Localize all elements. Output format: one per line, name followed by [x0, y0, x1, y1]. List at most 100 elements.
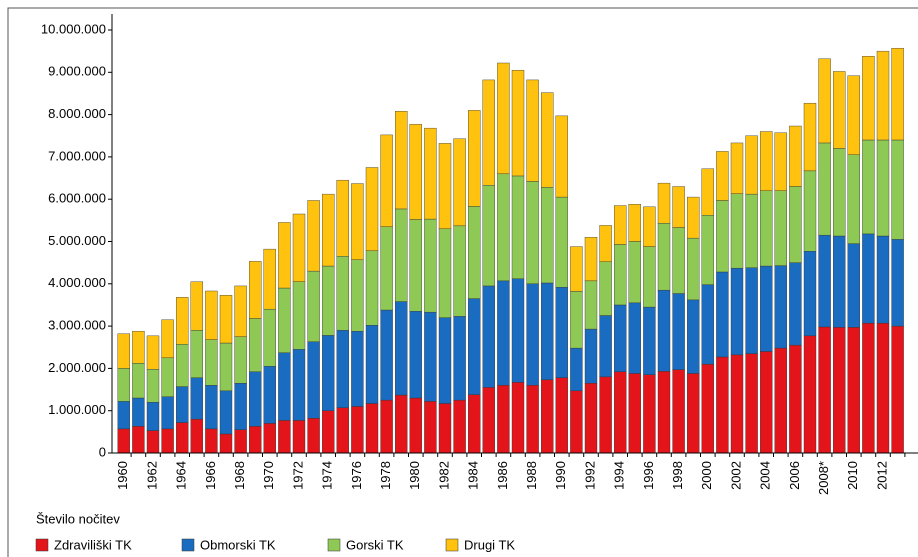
bar-segment [468, 394, 481, 454]
bar-segment [336, 179, 349, 257]
x-tick-label: 1960 [115, 461, 130, 490]
bar-segment [380, 309, 393, 401]
bar-segment [438, 143, 452, 230]
bar-segment [248, 426, 262, 454]
bar-segment [219, 342, 233, 392]
bar-segment [219, 390, 233, 435]
legend-swatch [181, 538, 195, 552]
bar-segment [526, 385, 539, 454]
bar-segment [862, 56, 875, 141]
bar-segment [292, 349, 306, 421]
x-tick-label: 1998 [670, 461, 685, 490]
bar-segment [628, 241, 641, 304]
bar-segment [234, 285, 247, 337]
bar-segment [555, 115, 568, 198]
bar-segment [248, 261, 262, 319]
bar-segment [161, 428, 174, 454]
bar-segment [584, 237, 598, 282]
bar-segment [409, 397, 422, 454]
bar-segment [409, 311, 422, 399]
x-tick-label: 1984 [466, 461, 481, 490]
bar-segment [789, 344, 802, 454]
bar-segment [643, 374, 656, 454]
bar-segment [511, 175, 525, 279]
bar-segment [643, 246, 656, 308]
bar-segment [774, 190, 787, 266]
bar-segment [278, 352, 291, 421]
bar-segment [292, 420, 306, 454]
bar-segment [614, 205, 627, 245]
bar-segment [322, 410, 335, 454]
bar-segment [657, 223, 671, 291]
bar-segment [117, 368, 131, 402]
bar-segment [175, 297, 189, 345]
bar-segment [803, 335, 817, 454]
bar-segment [847, 75, 860, 155]
bar-segment [424, 401, 437, 454]
bar-segment [395, 394, 408, 454]
bar-segment [351, 183, 364, 260]
bar-segment [555, 377, 568, 454]
bar-segment [687, 299, 700, 374]
bar-segment [161, 396, 174, 430]
bar-segment [570, 291, 583, 349]
y-tick-label: 4.000.000 [48, 275, 106, 290]
bar-segment [672, 186, 685, 228]
bar-segment [818, 142, 831, 236]
bar-segment [570, 347, 583, 392]
bar-segment [541, 187, 554, 284]
bar-segment [278, 287, 291, 353]
bar-segment [745, 267, 758, 354]
bar-segment [876, 235, 890, 324]
bar-segment [132, 330, 145, 364]
bar-segment [657, 289, 671, 372]
bar-segment [205, 339, 218, 386]
bar-segment [701, 363, 714, 454]
bar-segment [161, 357, 174, 397]
y-tick-label: 3.000.000 [48, 318, 106, 333]
bar-segment [687, 237, 700, 301]
bar-segment [847, 327, 860, 454]
x-tick-label: 2012 [874, 461, 889, 490]
bar-segment [716, 271, 729, 358]
bar-segment [745, 135, 758, 195]
bar-segment [438, 228, 452, 318]
y-tick-label: 1.000.000 [48, 402, 106, 417]
bar-segment [584, 280, 598, 330]
bar-segment [395, 208, 408, 302]
bar-segment [774, 132, 787, 191]
bar-segment [117, 333, 131, 369]
legend-label: Obmorski TK [200, 537, 276, 552]
bar-segment [219, 295, 233, 344]
x-tick-label: 1996 [641, 461, 656, 490]
bar-segment [526, 79, 539, 182]
y-tick-label: 7.000.000 [48, 148, 106, 163]
bar-segment [862, 322, 875, 454]
bar-segment [190, 330, 204, 378]
x-tick-label: 2004 [758, 461, 773, 490]
bar-segment [526, 181, 539, 285]
bar-segment [409, 124, 422, 220]
bar-segment [380, 226, 393, 311]
bar-segment [774, 347, 787, 454]
bar-segment [511, 382, 525, 454]
bar-segment [365, 167, 379, 252]
bar-segment [833, 327, 846, 454]
x-tick-label: 2006 [787, 461, 802, 490]
x-tick-label: 2000 [699, 461, 714, 490]
x-tick-label: 2002 [728, 461, 743, 490]
bar-segment [847, 154, 860, 244]
bar-segment [380, 399, 393, 454]
x-tick-label: 1970 [261, 461, 276, 490]
bar-segment [716, 151, 729, 201]
x-tick-label: 1992 [582, 461, 597, 490]
bar-segment [511, 278, 525, 383]
bar-segment [555, 196, 568, 288]
bar-segment [117, 401, 131, 430]
bar-segment [409, 219, 422, 312]
bar-segment [628, 373, 641, 454]
bar-segment [453, 399, 466, 454]
bar-segment [745, 353, 758, 454]
bar-segment [190, 418, 204, 454]
bar-segment [730, 354, 744, 454]
